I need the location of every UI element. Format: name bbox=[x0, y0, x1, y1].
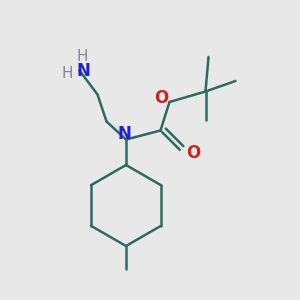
Text: H: H bbox=[62, 66, 73, 81]
Text: O: O bbox=[154, 89, 168, 107]
Text: O: O bbox=[186, 144, 200, 162]
Text: N: N bbox=[118, 125, 131, 143]
Text: H: H bbox=[77, 50, 88, 64]
Text: N: N bbox=[76, 61, 90, 80]
